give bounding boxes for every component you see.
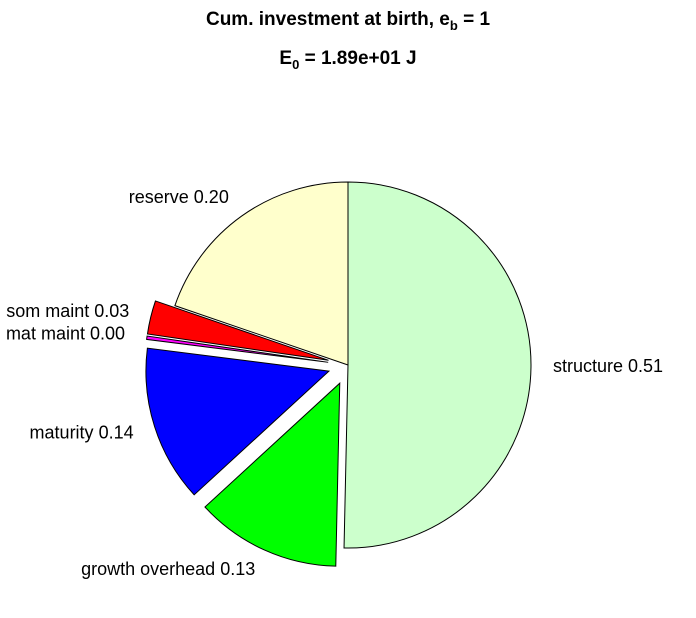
title-tail: = 1 bbox=[458, 9, 491, 30]
title-sub: b bbox=[450, 18, 458, 33]
slice-name: reserve bbox=[129, 187, 189, 207]
slice-label: som maint 0.03 bbox=[6, 301, 129, 321]
pie-slice bbox=[145, 347, 331, 496]
subtitle-tail: = 1.89e+01 J bbox=[299, 48, 416, 69]
title-text: Cum. investment at birth, e bbox=[206, 9, 450, 30]
slice-name: mat maint bbox=[6, 323, 85, 343]
slice-label: maturity 0.14 bbox=[30, 422, 134, 442]
subtitle-sub: 0 bbox=[292, 57, 299, 72]
slice-name: structure bbox=[553, 356, 623, 376]
slice-label: reserve 0.20 bbox=[129, 187, 229, 207]
slice-value: 0.03 bbox=[94, 301, 129, 321]
slice-value: 0.00 bbox=[90, 323, 125, 343]
pie-slice bbox=[146, 300, 329, 361]
slice-value: 0.13 bbox=[220, 559, 255, 579]
pie-slice bbox=[174, 181, 349, 366]
chart-title: Cum. investment at birth, eb = 1 bbox=[206, 9, 490, 33]
slice-label: structure 0.51 bbox=[553, 356, 663, 376]
subtitle-text: E bbox=[279, 48, 292, 69]
slice-label: growth overhead 0.13 bbox=[81, 559, 255, 579]
slice-value: 0.51 bbox=[628, 356, 663, 376]
pie-slice bbox=[343, 181, 532, 549]
slice-label: mat maint 0.00 bbox=[6, 323, 125, 343]
chart-subtitle: E0 = 1.89e+01 J bbox=[279, 48, 416, 72]
slice-name: som maint bbox=[6, 301, 89, 321]
slice-value: 0.14 bbox=[99, 422, 134, 442]
pie-slice bbox=[204, 382, 341, 567]
slice-name: maturity bbox=[30, 422, 94, 442]
slice-name: growth overhead bbox=[81, 559, 215, 579]
pie-slice bbox=[146, 335, 329, 363]
slice-value: 0.20 bbox=[194, 187, 229, 207]
